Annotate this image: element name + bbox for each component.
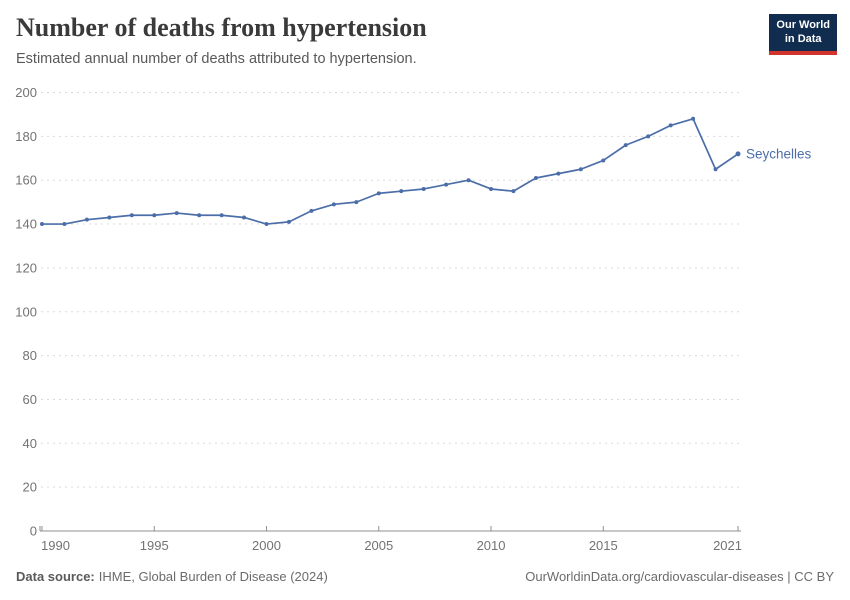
data-point-2015[interactable] (601, 158, 606, 163)
y-tick-label: 20 (23, 480, 37, 495)
data-point-2006[interactable] (399, 189, 404, 194)
y-tick-label: 80 (23, 348, 37, 363)
data-point-2002[interactable] (309, 208, 314, 213)
data-point-1994[interactable] (129, 213, 134, 218)
data-point-1997[interactable] (197, 213, 202, 218)
x-tick-label: 1990 (41, 538, 70, 553)
data-point-2011[interactable] (511, 189, 516, 194)
data-point-2016[interactable] (623, 143, 628, 148)
attribution-link[interactable]: OurWorldinData.org/cardiovascular-diseas… (525, 569, 834, 584)
data-point-2007[interactable] (421, 186, 426, 191)
data-point-2005[interactable] (376, 191, 381, 196)
x-tick-label: 2015 (589, 538, 618, 553)
data-point-1995[interactable] (152, 213, 157, 218)
data-source[interactable]: Data source: IHME, Global Burden of Disea… (16, 569, 328, 584)
data-point-1996[interactable] (174, 211, 179, 216)
data-point-2004[interactable] (354, 200, 359, 205)
y-tick-label: 60 (23, 392, 37, 407)
data-point-2008[interactable] (444, 182, 449, 187)
data-point-1999[interactable] (242, 215, 247, 220)
data-source-label: Data source: (16, 569, 95, 584)
y-tick-label: 100 (15, 304, 37, 319)
data-point-2010[interactable] (489, 186, 494, 191)
y-tick-label: 0 (30, 524, 37, 539)
data-point-2019[interactable] (691, 116, 696, 121)
data-point-2012[interactable] (533, 176, 538, 181)
y-tick-label: 180 (15, 129, 37, 144)
data-point-2020[interactable] (713, 167, 718, 172)
chart-footer: Data source: IHME, Global Burden of Disea… (0, 566, 850, 588)
owid-logo[interactable]: Our World in Data (769, 14, 837, 55)
data-point-1998[interactable] (219, 213, 224, 218)
owid-logo-line1: Our World (776, 19, 830, 31)
data-point-2018[interactable] (668, 123, 673, 128)
x-tick-label: 2000 (252, 538, 281, 553)
data-point-1992[interactable] (84, 217, 89, 222)
y-tick-label: 40 (23, 436, 37, 451)
y-tick-label: 200 (15, 85, 37, 100)
y-tick-label: 160 (15, 173, 37, 188)
data-point-1993[interactable] (107, 215, 112, 220)
data-point-2013[interactable] (556, 171, 561, 176)
data-point-2021[interactable] (735, 151, 741, 157)
data-point-2014[interactable] (578, 167, 583, 172)
chart-subtitle: Estimated annual number of deaths attrib… (16, 51, 417, 67)
data-source-text: IHME, Global Burden of Disease (2024) (98, 569, 328, 584)
x-tick-label: 2005 (364, 538, 393, 553)
data-point-2000[interactable] (264, 222, 269, 227)
y-tick-label: 140 (15, 217, 37, 232)
data-point-2017[interactable] (646, 134, 651, 139)
x-tick-label: 2010 (477, 538, 506, 553)
data-point-2009[interactable] (466, 178, 471, 183)
y-tick-label: 120 (15, 260, 37, 275)
data-point-1991[interactable] (62, 222, 67, 227)
series-line-seychelles[interactable] (41, 117, 739, 225)
x-tick-label: 2021 (713, 538, 742, 553)
entity-label[interactable]: Seychelles (746, 146, 812, 161)
chart-title: Number of deaths from hypertension (16, 13, 427, 42)
data-point-1990[interactable] (40, 222, 44, 227)
x-tick-label: 1995 (140, 538, 169, 553)
owid-logo-line2: in Data (784, 32, 822, 45)
data-point-2001[interactable] (286, 219, 291, 224)
data-point-2003[interactable] (331, 202, 336, 207)
